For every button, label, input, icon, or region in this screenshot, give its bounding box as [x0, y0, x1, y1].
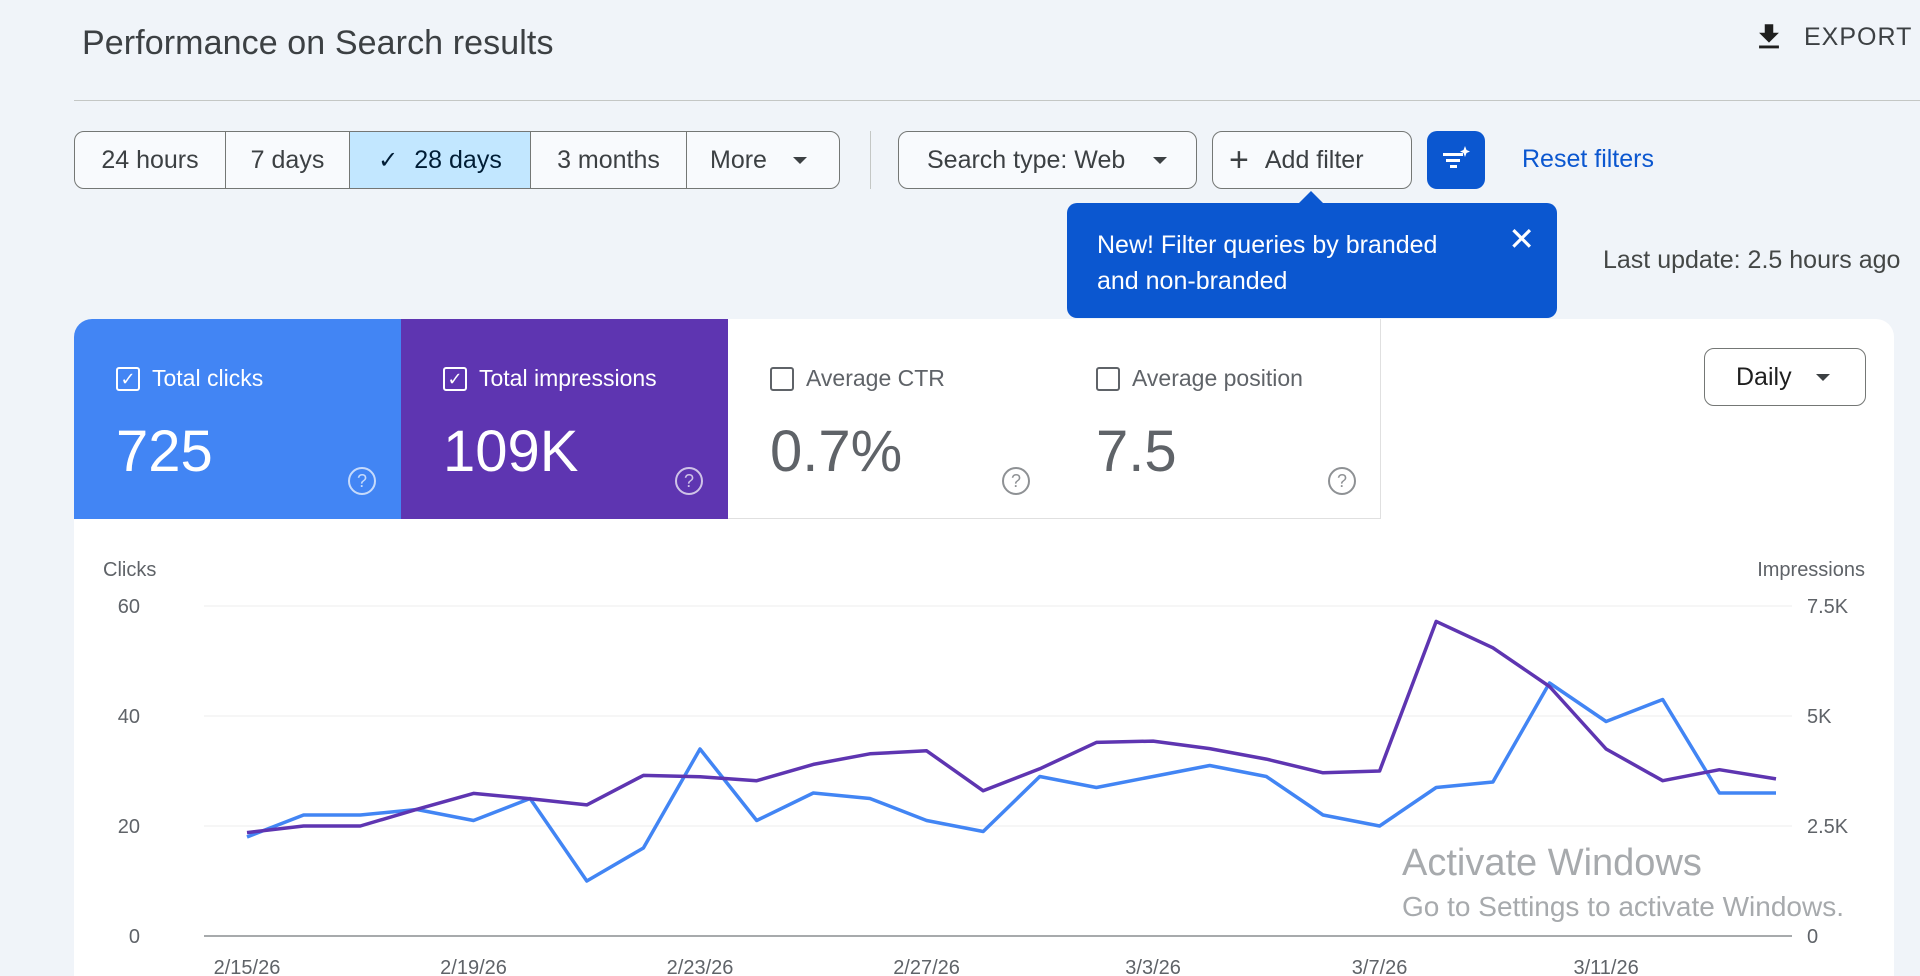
checkbox-unchecked-icon[interactable]: [1096, 366, 1120, 391]
x-tick-label: 2/15/26: [214, 957, 281, 976]
metric-average-ctr[interactable]: Average CTR 0.7% ?: [728, 319, 1055, 519]
y-tick-right: 5K: [1807, 706, 1832, 728]
date-option-label: More: [710, 145, 767, 174]
date-option-more[interactable]: More: [687, 132, 839, 188]
y-tick-right: 2.5K: [1807, 816, 1849, 838]
watermark-line2: Go to Settings to activate Windows.: [1402, 891, 1844, 922]
page-title: Performance on Search results: [82, 24, 554, 62]
new-feature-tooltip: New! Filter queries by branded and non-b…: [1067, 203, 1557, 318]
last-update-text: Last update: 2.5 hours ago: [1603, 246, 1901, 274]
date-option-3-months[interactable]: 3 months: [531, 132, 687, 188]
add-filter-label: Add filter: [1264, 145, 1364, 174]
header-divider: [74, 100, 1920, 101]
metric-label: Average position: [1132, 365, 1303, 391]
tooltip-arrow: [1298, 191, 1324, 204]
y-tick-right: 0: [1807, 926, 1818, 948]
tooltip-text: New! Filter queries by branded and non-b…: [1097, 231, 1438, 295]
date-option-label: 28 days: [414, 145, 502, 174]
add-filter-button[interactable]: + Add filter: [1212, 131, 1412, 189]
date-option-label: 7 days: [250, 145, 325, 174]
windows-activation-watermark: Activate Windows Go to Settings to activ…: [1402, 842, 1844, 923]
granularity-dropdown[interactable]: Daily: [1704, 348, 1866, 406]
toolbar-divider: [870, 131, 871, 189]
y-tick-left: 60: [118, 596, 140, 618]
filter-sparkle-button[interactable]: [1427, 131, 1485, 189]
help-icon[interactable]: ?: [1002, 467, 1030, 495]
series-line-impressions: [246, 619, 1777, 835]
metric-label: Total impressions: [479, 365, 657, 391]
plus-icon: +: [1229, 141, 1249, 179]
granularity-label: Daily: [1736, 362, 1792, 391]
export-label: EXPORT: [1804, 22, 1913, 51]
check-icon: ✓: [378, 146, 399, 174]
help-icon[interactable]: ?: [348, 467, 376, 495]
caret-down-icon: [792, 156, 807, 164]
series-line-clicks: [246, 681, 1776, 883]
metric-value: 109K: [443, 419, 579, 484]
search-type-dropdown[interactable]: Search type: Web: [898, 131, 1197, 189]
y-tick-left: 0: [129, 926, 140, 948]
checkbox-checked-icon[interactable]: ✓: [443, 366, 467, 391]
date-option-24-hours[interactable]: 24 hours: [75, 132, 226, 188]
close-icon[interactable]: ✕: [1508, 221, 1535, 257]
export-button[interactable]: EXPORT: [1752, 20, 1912, 54]
metric-value: 7.5: [1096, 419, 1177, 484]
x-tick-label: 3/11/26: [1573, 957, 1638, 976]
metric-total-impressions[interactable]: ✓ Total impressions 109K ?: [401, 319, 728, 519]
metric-value: 725: [116, 419, 213, 484]
y-tick-right: 7.5K: [1807, 596, 1849, 618]
help-icon[interactable]: ?: [675, 467, 703, 495]
x-tick-label: 2/19/26: [440, 957, 507, 976]
date-option-28-days[interactable]: ✓ 28 days: [350, 132, 531, 188]
checkbox-unchecked-icon[interactable]: [770, 366, 794, 391]
x-tick-label: 3/3/26: [1125, 957, 1181, 976]
y-tick-left: 20: [118, 816, 140, 838]
metric-label: Total clicks: [152, 365, 264, 391]
performance-chart: Clicks Impressions 0 0 20 2.5K 40 5K 60 7.5K 2/15/…: [103, 559, 1865, 976]
x-tick-label: 2/27/26: [893, 957, 960, 976]
caret-down-icon: [1815, 373, 1830, 381]
metric-total-clicks[interactable]: ✓ Total clicks 725 ?: [74, 319, 401, 519]
search-type-label: Search type: Web: [927, 145, 1126, 174]
y-axis-right-title: Impressions: [1757, 559, 1865, 581]
date-option-label: 24 hours: [101, 145, 199, 174]
download-icon: [1759, 24, 1779, 49]
y-axis-left-title: Clicks: [103, 559, 156, 581]
date-range-selector: 24 hours 7 days ✓ 28 days 3 months More: [74, 131, 840, 189]
reset-filters-link[interactable]: Reset filters: [1522, 145, 1654, 173]
metric-label: Average CTR: [806, 365, 945, 391]
filter-sparkle-icon: [1443, 146, 1470, 168]
help-icon[interactable]: ?: [1328, 467, 1356, 495]
caret-down-icon: [1153, 156, 1168, 164]
y-tick-left: 40: [118, 706, 140, 728]
date-option-label: 3 months: [557, 145, 660, 174]
date-option-7-days[interactable]: 7 days: [226, 132, 350, 188]
x-tick-label: 2/23/26: [667, 957, 734, 976]
metric-average-position[interactable]: Average position 7.5 ?: [1054, 319, 1381, 519]
x-tick-label: 3/7/26: [1352, 957, 1408, 976]
checkbox-checked-icon[interactable]: ✓: [116, 366, 140, 391]
watermark-line1: Activate Windows: [1402, 842, 1702, 884]
metric-value: 0.7%: [770, 419, 903, 484]
